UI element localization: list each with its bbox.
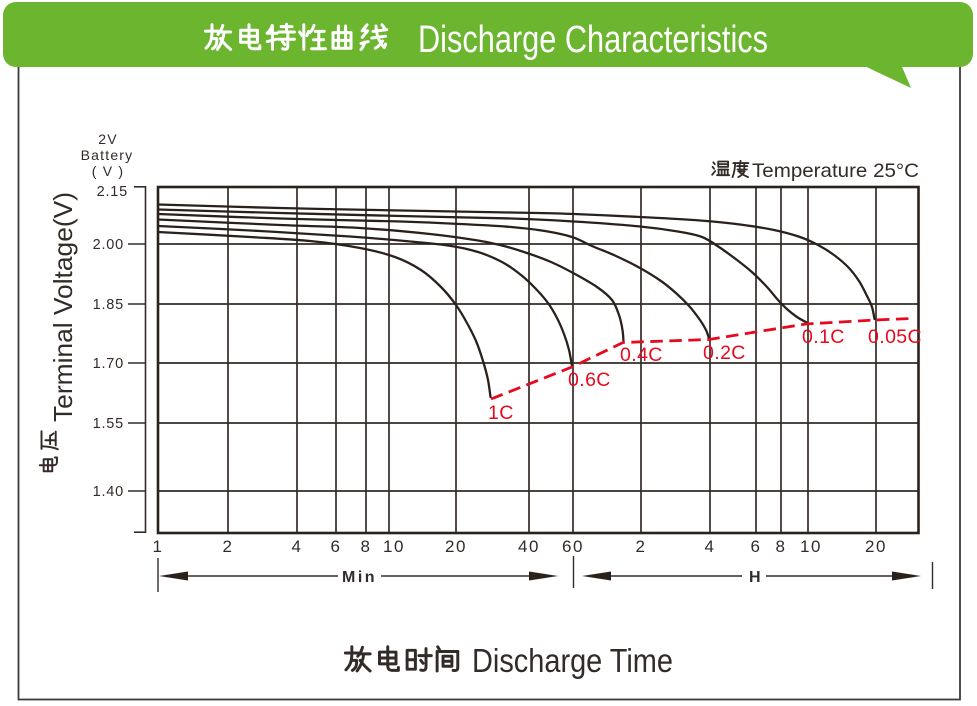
svg-text:60: 60: [562, 537, 584, 556]
svg-text:1C: 1C: [488, 402, 514, 424]
svg-text:8: 8: [776, 537, 787, 556]
svg-text:10: 10: [800, 537, 822, 556]
svg-text:0.05C: 0.05C: [868, 326, 922, 348]
svg-text:0.4C: 0.4C: [620, 344, 663, 366]
svg-text:2.00: 2.00: [93, 237, 124, 253]
svg-text:H: H: [749, 569, 761, 586]
svg-text:( V ): ( V ): [92, 163, 124, 179]
svg-text:1.85: 1.85: [93, 297, 124, 313]
svg-text:Battery: Battery: [81, 147, 134, 163]
svg-text:6: 6: [331, 537, 342, 556]
svg-text:20: 20: [865, 537, 887, 556]
svg-text:2.15: 2.15: [97, 184, 128, 200]
svg-text:2: 2: [223, 537, 234, 556]
svg-text:1.70: 1.70: [93, 356, 124, 372]
svg-text:4: 4: [705, 537, 716, 556]
svg-text:10: 10: [383, 537, 405, 556]
svg-text:2V: 2V: [98, 131, 118, 147]
svg-text:0.2C: 0.2C: [703, 342, 746, 364]
svg-text:1.40: 1.40: [93, 484, 124, 500]
svg-text:2: 2: [636, 537, 647, 556]
svg-text:Discharge Characteristics: Discharge Characteristics: [418, 19, 768, 61]
svg-text:1: 1: [153, 537, 164, 556]
svg-text:20: 20: [445, 537, 467, 556]
svg-text:Terminal Voltage(V): Terminal Voltage(V): [48, 192, 78, 422]
svg-text:Min: Min: [342, 569, 377, 586]
svg-text:1.55: 1.55: [93, 416, 124, 432]
svg-text:0.1C: 0.1C: [802, 326, 845, 348]
svg-text:Discharge Time: Discharge Time: [472, 642, 673, 679]
svg-text:8: 8: [361, 537, 372, 556]
svg-text:6: 6: [751, 537, 762, 556]
svg-text:Temperature 25°C: Temperature 25°C: [752, 160, 919, 182]
svg-text:4: 4: [292, 537, 303, 556]
svg-text:40: 40: [518, 537, 540, 556]
svg-text:0.6C: 0.6C: [568, 369, 611, 391]
